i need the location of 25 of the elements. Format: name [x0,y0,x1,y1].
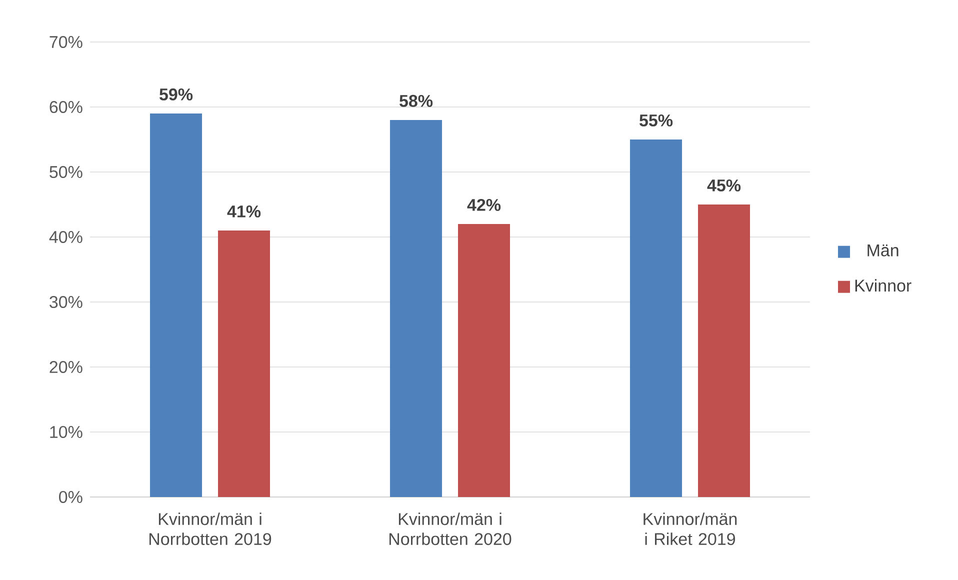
x-tick-label: Kvinnor/män i Norrbotten 2019 [149,512,272,546]
x-tick-label: Kvinnor/män i Norrbotten 2020 [389,512,512,546]
bar [150,114,202,497]
y-tick-label: 60% [50,101,82,114]
bar [630,140,682,497]
bar [698,204,750,497]
x-tick-label: Kvinnor/män i Riket 2019 [644,512,737,546]
y-tick-label: 10% [50,426,82,438]
data-label: 55% [640,114,673,126]
y-tick-label: 70% [50,36,82,48]
data-label: 59% [160,88,193,100]
legend-label: Kvinnor [855,279,912,292]
data-label: 41% [227,205,261,218]
bar [390,120,442,497]
bar [218,230,270,497]
y-tick-label: 20% [50,360,82,374]
data-label: 42% [467,198,501,211]
y-tick-label: 0% [59,490,82,504]
data-label: 45% [707,179,741,192]
data-label: 58% [400,94,433,107]
y-tick-label: 40% [49,230,82,244]
legend-label: Män [868,244,898,256]
bar [458,224,510,497]
y-tick-label: 30% [50,296,82,308]
y-tick-label: 50% [50,166,82,178]
